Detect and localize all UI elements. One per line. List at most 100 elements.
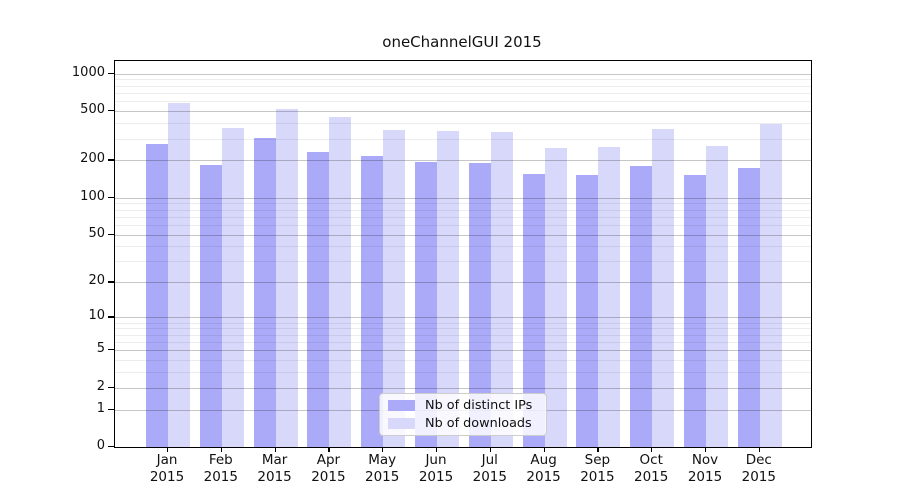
y-tick-50 (108, 233, 114, 235)
legend-swatch-distinct-ips (388, 400, 415, 412)
gridline-minor-700 (115, 92, 811, 94)
x-tick-year: 2015 (365, 468, 400, 485)
x-tick-year: 2015 (741, 468, 776, 485)
y-tick-5 (108, 349, 114, 351)
gridline-minor-800 (115, 85, 811, 87)
x-tick-month: Dec (745, 452, 772, 468)
bar-apr-distinct-ips (307, 152, 330, 447)
y-tick-label-0: 0 (96, 438, 105, 453)
x-tick-label-mar: Mar 2015 (243, 452, 307, 485)
y-tick-label-1: 1 (96, 400, 105, 416)
bar-may-distinct-ips (361, 156, 384, 447)
bar-oct-distinct-ips (630, 166, 653, 447)
y-tick-2 (108, 386, 114, 388)
gridline-major-1000 (115, 73, 811, 75)
x-tick-year: 2015 (257, 468, 292, 485)
y-tick-label-20: 20 (88, 273, 105, 289)
x-tick-label-may: May 2015 (350, 452, 414, 485)
x-tick-label-dec: Dec 2015 (727, 452, 791, 485)
x-tick-label-nov: Nov 2015 (673, 452, 737, 485)
bar-aug-downloads (544, 147, 567, 447)
x-tick-may (382, 447, 384, 453)
bar-sep-downloads (598, 146, 621, 447)
x-tick-label-jul: Jul 2015 (458, 452, 522, 485)
legend-item-distinct-ips: Nb of distinct IPs (388, 398, 538, 413)
y-tick-10 (108, 316, 114, 318)
bar-aug-distinct-ips (522, 174, 545, 447)
y-tick-0 (108, 446, 114, 448)
x-tick-feb (220, 447, 222, 453)
bar-jun-distinct-ips (415, 161, 437, 447)
legend-swatch-downloads (388, 417, 415, 429)
y-tick-20 (108, 281, 114, 283)
y-tick-label-5: 5 (96, 341, 105, 357)
bar-nov-downloads (706, 145, 728, 447)
x-tick-year: 2015 (311, 468, 346, 485)
x-tick-mar (274, 447, 276, 453)
y-tick-label-100: 100 (80, 188, 105, 204)
bar-mar-downloads (275, 108, 298, 447)
x-tick-month: Feb (208, 452, 233, 468)
x-tick-dec (758, 447, 760, 453)
x-tick-sep (597, 447, 599, 453)
gridline-minor-900 (115, 79, 811, 81)
x-tick-jul (489, 447, 491, 453)
x-tick-year: 2015 (634, 468, 669, 485)
y-tick-500 (108, 110, 114, 112)
plot-area (114, 60, 812, 448)
x-tick-month: Aug (530, 452, 557, 468)
gridline-major-500 (115, 111, 811, 113)
y-tick-label-200: 200 (80, 151, 105, 167)
x-tick-oct (651, 447, 653, 453)
bar-dec-downloads (759, 124, 782, 447)
bar-apr-downloads (329, 116, 352, 447)
bar-sep-distinct-ips (576, 175, 599, 447)
x-tick-label-sep: Sep 2015 (565, 452, 629, 485)
bar-mar-distinct-ips (253, 138, 276, 447)
y-tick-1 (108, 408, 114, 410)
chart-title: oneChannelGUI 2015 (382, 33, 542, 51)
gridline-minor-400 (115, 123, 811, 125)
x-tick-jun (436, 447, 438, 453)
x-tick-aug (543, 447, 545, 453)
x-tick-month: Jan (156, 452, 178, 468)
y-tick-label-500: 500 (80, 102, 105, 118)
bar-jan-distinct-ips (146, 143, 168, 447)
y-tick-100 (108, 196, 114, 198)
x-tick-month: Jul (481, 452, 498, 468)
y-tick-label-50: 50 (88, 225, 105, 241)
x-tick-label-oct: Oct 2015 (619, 452, 683, 485)
x-tick-month: Apr (316, 452, 341, 468)
x-tick-month: Jun (425, 452, 447, 468)
x-tick-month: Mar (261, 452, 288, 468)
legend-item-downloads: Nb of downloads (388, 416, 538, 431)
x-tick-month: Oct (639, 452, 663, 468)
x-tick-month: Nov (691, 452, 719, 468)
bar-jun-downloads (437, 131, 459, 447)
x-tick-nov (705, 447, 707, 453)
x-tick-year: 2015 (418, 468, 454, 485)
y-tick-label-2: 2 (96, 378, 105, 394)
x-tick-label-jan: Jan 2015 (135, 452, 199, 485)
bar-feb-downloads (221, 127, 244, 447)
bar-feb-distinct-ips (199, 164, 222, 447)
legend: Nb of distinct IPs Nb of downloads (379, 393, 547, 436)
y-tick-1000 (108, 72, 114, 74)
x-tick-year: 2015 (687, 468, 723, 485)
x-tick-label-feb: Feb 2015 (189, 452, 253, 485)
legend-label-downloads: Nb of downloads (425, 415, 532, 431)
y-tick-label-1000: 1000 (71, 64, 105, 80)
bar-oct-downloads (652, 128, 675, 447)
x-tick-month: May (368, 452, 397, 468)
bar-jan-downloads (168, 102, 190, 447)
x-tick-year: 2015 (149, 468, 185, 485)
x-tick-year: 2015 (526, 468, 561, 485)
bar-jul-downloads (490, 132, 513, 447)
x-tick-apr (328, 447, 330, 453)
bar-nov-distinct-ips (684, 174, 706, 447)
gridline-minor-600 (115, 101, 811, 103)
gridline-minor-300 (115, 138, 811, 140)
x-tick-year: 2015 (203, 468, 238, 485)
x-tick-label-jun: Jun 2015 (404, 452, 468, 485)
